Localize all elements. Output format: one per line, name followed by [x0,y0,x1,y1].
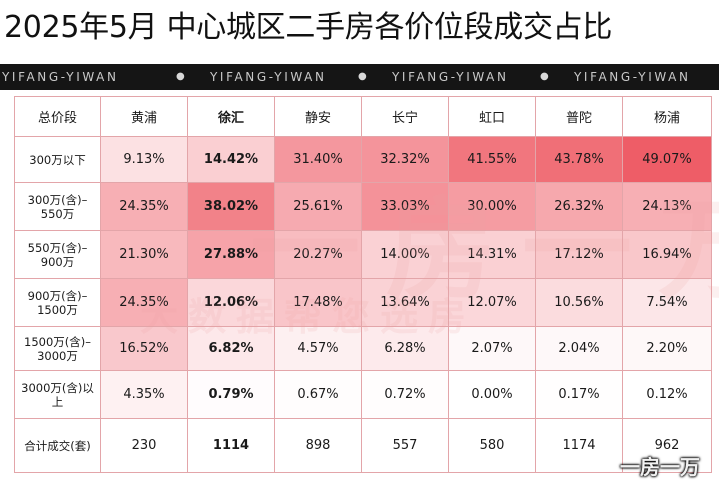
total-cell: 230 [100,418,188,473]
total-cell: 1174 [535,418,623,473]
table-cell: 43.78% [535,136,623,183]
table-cell: 2.04% [535,326,623,371]
table-cell: 6.28% [361,326,449,371]
table-cell: 6.82% [187,326,275,371]
table-row: 900万(含)–1500万 24.35% 12.06% 17.48% 13.64% 12.… [14,278,712,327]
table-cell: 0.67% [274,370,362,419]
table-row: 550万(含)–900万 21.30% 27.88% 20.27% 14.00% 14.3… [14,230,712,279]
table-cell: 21.30% [100,230,188,279]
table-cell: 33.03% [361,182,449,231]
row-label: 300万(含)–550万 [14,182,101,231]
table-cell: 27.88% [187,230,275,279]
total-cell: 1114 [187,418,275,473]
table-row: 3000万(含)以上 4.35% 0.79% 0.67% 0.72% 0.00% 0.17%… [14,370,712,419]
table-cell: 26.32% [535,182,623,231]
column-header: 静安 [274,96,362,137]
table-cell: 14.00% [361,230,449,279]
column-header: 虹口 [448,96,536,137]
table-cell: 2.07% [448,326,536,371]
table-cell: 30.00% [448,182,536,231]
table-cell: 0.00% [448,370,536,419]
row-label: 900万(含)–1500万 [14,278,101,327]
table-cell: 31.40% [274,136,362,183]
table-cell: 24.35% [100,278,188,327]
table-row: 300万(含)–550万 24.35% 38.02% 25.61% 33.03% 30.0… [14,182,712,231]
table-cell: 10.56% [535,278,623,327]
table-cell: 17.12% [535,230,623,279]
table-row: 1500万(含)–3000万 16.52% 6.82% 4.57% 6.28% 2.07%… [14,326,712,371]
table-cell: 14.31% [448,230,536,279]
table-cell: 25.61% [274,182,362,231]
table-cell: 49.07% [622,136,712,183]
table-cell: 20.27% [274,230,362,279]
table-cell: 12.07% [448,278,536,327]
brand-banner: YIFANG-YIWAN ● YIFANG-YIWAN ● YIFANG-YIW… [0,64,719,90]
row-label: 3000万(含)以上 [14,370,101,419]
table-cell: 16.52% [100,326,188,371]
corner-header: 总价段 [14,96,101,137]
table-cell: 14.42% [187,136,275,183]
column-header: 长宁 [361,96,449,137]
table-cell: 0.79% [187,370,275,419]
table-cell: 12.06% [187,278,275,327]
total-cell: 898 [274,418,362,473]
table-cell: 0.12% [622,370,712,419]
banner-text: YIFANG-YIWAN [392,70,509,84]
column-header: 徐汇 [187,96,275,137]
row-label: 300万以下 [14,136,101,183]
table-cell: 32.32% [361,136,449,183]
banner-text: YIFANG-YIWAN [210,70,327,84]
total-row: 合计成交(套) 230 1114 898 557 580 1174 962 [14,418,712,473]
table-cell: 16.94% [622,230,712,279]
table-cell: 0.17% [535,370,623,419]
row-label: 1500万(含)–3000万 [14,326,101,371]
table-cell: 0.72% [361,370,449,419]
column-header: 杨浦 [622,96,712,137]
table-cell: 7.54% [622,278,712,327]
table-cell: 38.02% [187,182,275,231]
header-row: 总价段 黄浦 徐汇 静安 长宁 虹口 普陀 杨浦 [14,96,712,137]
table-cell: 9.13% [100,136,188,183]
row-label: 550万(含)–900万 [14,230,101,279]
table-cell: 24.13% [622,182,712,231]
column-header: 普陀 [535,96,623,137]
corner-logo: 一房一万 [620,455,700,479]
banner-dot-icon: ● [540,71,552,82]
total-cell: 962 [622,418,712,473]
price-share-table: 总价段 黄浦 徐汇 静安 长宁 虹口 普陀 杨浦 300万以下 9.13% 14.4… [14,96,712,473]
banner-text: YIFANG-YIWAN [2,70,119,84]
total-cell: 557 [361,418,449,473]
column-header: 黄浦 [100,96,188,137]
table-cell: 4.35% [100,370,188,419]
banner-dot-icon: ● [358,71,370,82]
total-cell: 580 [448,418,536,473]
row-label: 合计成交(套) [14,418,101,473]
table-cell: 41.55% [448,136,536,183]
page-title: 2025年5月 中心城区二手房各价位段成交占比 [4,10,613,45]
banner-text: YIFANG-YIWAN [574,70,691,84]
table-cell: 24.35% [100,182,188,231]
table-cell: 13.64% [361,278,449,327]
table-cell: 17.48% [274,278,362,327]
table-row: 300万以下 9.13% 14.42% 31.40% 32.32% 41.55% 43.78… [14,136,712,183]
table-cell: 4.57% [274,326,362,371]
table-cell: 2.20% [622,326,712,371]
banner-dot-icon: ● [176,71,188,82]
